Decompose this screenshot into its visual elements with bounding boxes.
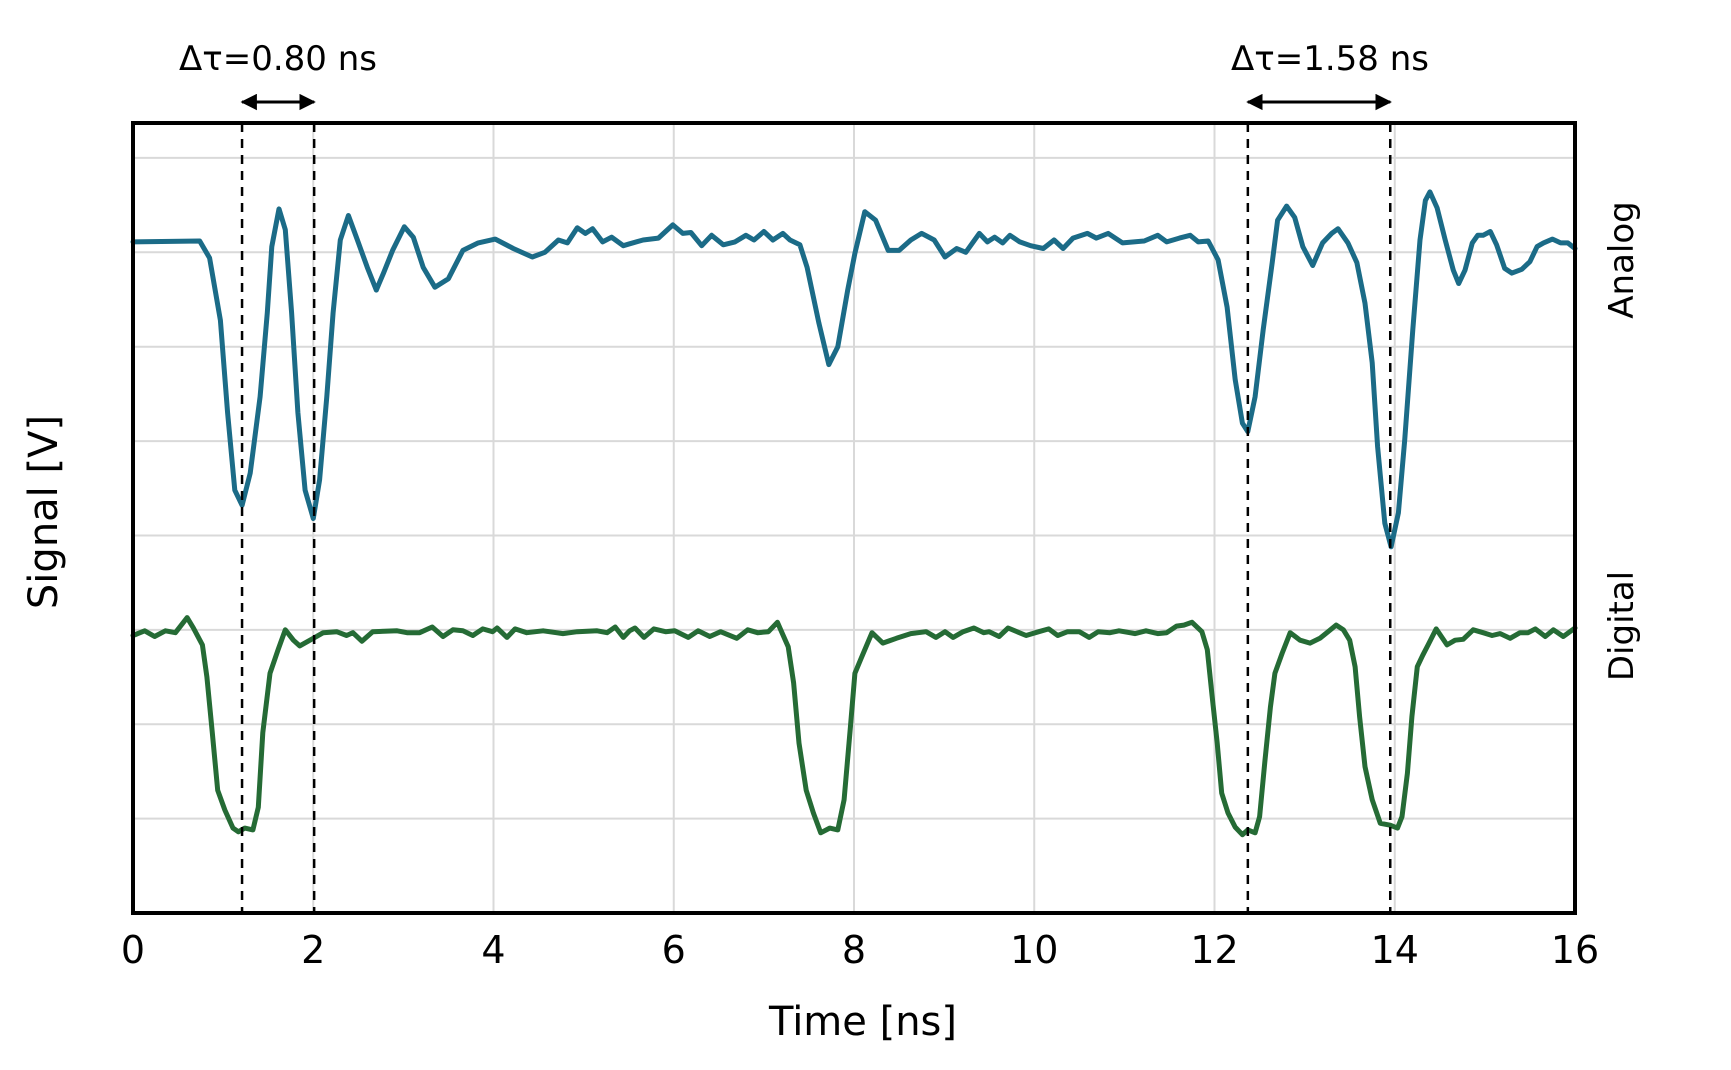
x-axis-title: Time [ns] [768, 999, 957, 1045]
x-tick-label: 4 [481, 928, 505, 972]
x-tick-label: 12 [1190, 928, 1238, 972]
x-tick-label: 0 [121, 928, 145, 972]
digital-trace [130, 615, 1578, 838]
plot-frame [131, 121, 1577, 915]
x-tick-label: 10 [1010, 928, 1058, 972]
analog-trace [130, 189, 1578, 550]
delta-label-1: Δτ=0.80 ns [179, 39, 377, 79]
gridlines [133, 123, 1575, 913]
digital-label: Digital [1602, 571, 1642, 681]
y-axis-title: Signal [V] [21, 415, 67, 609]
x-tick-labels: 0 2 4 6 8 10 12 14 16 [121, 928, 1599, 972]
delta-label-2: Δτ=1.58 ns [1231, 39, 1429, 79]
delta-annotations: Δτ=0.80 ns Δτ=1.58 ns [179, 39, 1429, 111]
x-tick-label: 2 [301, 928, 325, 972]
series-layer [130, 189, 1578, 838]
analog-label: Analog [1602, 201, 1642, 318]
x-tick-label: 6 [662, 928, 686, 972]
x-tick-label: 16 [1551, 928, 1599, 972]
dashed-markers [240, 123, 1392, 913]
x-tick-label: 8 [842, 928, 866, 972]
x-tick-label: 14 [1371, 928, 1419, 972]
